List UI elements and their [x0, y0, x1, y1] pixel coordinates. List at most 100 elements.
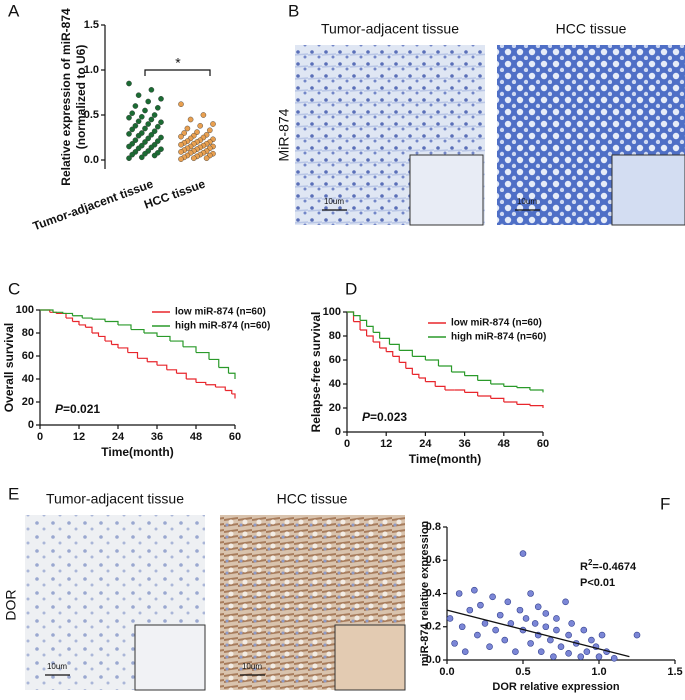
annotation: P<0.01 [580, 577, 615, 589]
point [471, 586, 478, 594]
survival-step [127, 351, 139, 359]
x-tick-label: 12 [380, 438, 392, 450]
dot [129, 126, 135, 133]
survival-step [438, 365, 453, 372]
legend-label: high miR-874 (n=60) [451, 332, 546, 343]
image-title: Tumor-adjacent tissue [321, 21, 459, 37]
x-tick-label: 0 [37, 431, 43, 443]
point [527, 640, 534, 647]
dot [132, 103, 139, 109]
scale-label: 10um [242, 662, 262, 671]
y-tick-label: 40 [329, 378, 341, 390]
survival-step [464, 375, 479, 381]
dot [132, 123, 139, 129]
survival-step [176, 372, 187, 379]
y-tick-label: 20 [22, 396, 34, 408]
inset [409, 154, 484, 226]
dot [126, 131, 132, 137]
dot [178, 133, 184, 140]
survival-step [425, 381, 436, 387]
survival-step [170, 340, 184, 347]
point [547, 636, 554, 644]
point [489, 593, 496, 601]
survival-step [205, 384, 217, 388]
survival-step [147, 361, 158, 366]
survival-step [218, 366, 230, 374]
y-tick-label: 0.6 [426, 554, 441, 566]
survival-step [105, 340, 113, 345]
p-value: P=0.023 [362, 410, 407, 424]
image-title: HCC tissue [556, 21, 627, 37]
r-value: =-0.4674 [592, 561, 637, 573]
x-tick-label: 48 [190, 431, 202, 443]
survival-step [418, 377, 426, 382]
panel-label: F [660, 494, 670, 513]
dot [151, 152, 158, 159]
significance-bracket [144, 69, 211, 76]
y-tick-label: 1.5 [84, 19, 99, 31]
dot [190, 155, 197, 161]
x-axis-label: Time(month) [101, 445, 173, 459]
dot [181, 130, 187, 136]
dot [206, 127, 213, 134]
survival-step [529, 405, 544, 408]
survival-step [118, 324, 132, 330]
point [610, 655, 618, 662]
dot [138, 154, 145, 161]
survival-step [366, 335, 374, 342]
dot [210, 121, 216, 127]
point [458, 623, 466, 631]
survival-step [118, 347, 129, 353]
p-text: =0.021 [63, 402, 100, 416]
y-tick-label: 0.0 [426, 654, 441, 666]
survival-step [228, 372, 236, 379]
point [633, 631, 641, 639]
dot [194, 129, 200, 135]
survival-step [373, 331, 381, 339]
x-tick-label: 60 [229, 431, 241, 443]
y-tick-label: 40 [22, 373, 34, 385]
point [553, 615, 560, 622]
inset [611, 154, 685, 226]
survival-step [477, 379, 492, 384]
survival-step [464, 391, 479, 396]
point [461, 648, 469, 655]
dot [126, 80, 132, 87]
dot [148, 116, 155, 123]
dot [129, 151, 135, 158]
survival-step [62, 312, 74, 316]
point [512, 648, 519, 655]
survival-step [92, 332, 100, 337]
survival-step [454, 389, 466, 393]
survival-step [72, 315, 83, 319]
r-superscript: 2 [588, 558, 593, 567]
survival-step [490, 383, 505, 387]
survival-step [186, 378, 197, 383]
survival-step [166, 369, 178, 374]
survival-step [516, 387, 531, 390]
survival-step [386, 351, 394, 357]
survival-step [196, 381, 207, 385]
point [455, 590, 463, 597]
legend-label: low miR-874 (n=60) [175, 307, 266, 318]
dot [132, 137, 139, 143]
p-symbol: P [55, 402, 64, 416]
dot [135, 145, 142, 152]
legend-label: low miR-874 (n=60) [451, 318, 542, 329]
dot [178, 149, 184, 155]
dot [126, 143, 132, 150]
survival-step [209, 358, 220, 368]
dot [184, 125, 191, 132]
point [583, 648, 591, 655]
survival-step [503, 401, 518, 405]
survival-step [451, 371, 466, 376]
dot [151, 112, 158, 118]
survival-step [392, 355, 400, 363]
dot [145, 98, 151, 105]
y-tick-label: 0.0 [84, 154, 99, 166]
dot [142, 125, 148, 132]
survival-step [405, 367, 413, 375]
y-tick-label: 0.4 [426, 587, 442, 599]
y-axis-label: miR-874 relative expression [419, 520, 431, 666]
